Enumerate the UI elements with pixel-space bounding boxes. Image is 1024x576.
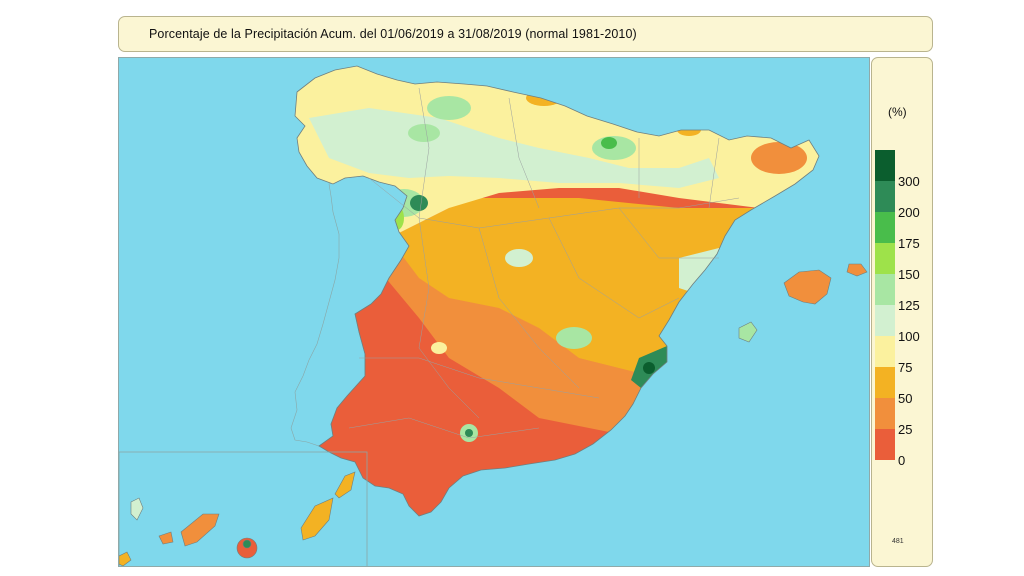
canary-islands: [119, 471, 356, 566]
legend-label: 150: [898, 267, 920, 282]
legend-swatch: [875, 212, 895, 243]
legend-label: 75: [898, 360, 913, 375]
menorca: [846, 263, 868, 277]
legend-label: 200: [898, 205, 920, 220]
legend-unit: (%): [888, 105, 907, 119]
legend-label: 0: [898, 453, 906, 468]
legend-swatch: [875, 274, 895, 305]
map-title-box: Porcentaje de la Precipitación Acum. del…: [118, 16, 933, 52]
legend-label: 50: [898, 391, 913, 406]
legend-swatch: [875, 181, 895, 212]
province-boundaries: [348, 87, 740, 439]
ibiza: [738, 321, 758, 343]
precipitation-map: [119, 58, 869, 566]
legend-swatch: [875, 429, 895, 460]
canary-inset-frame: [119, 451, 368, 566]
legend-swatch: [875, 336, 895, 367]
legend-label: 175: [898, 236, 920, 251]
legend-swatch: [875, 305, 895, 336]
spain-outline: [294, 65, 820, 517]
legend-label: 25: [898, 422, 913, 437]
legend-code: 481: [892, 538, 904, 545]
legend-swatch: [875, 367, 895, 398]
legend-swatch: [875, 243, 895, 274]
legend-swatch: [875, 150, 895, 181]
legend-label: 300: [898, 174, 920, 189]
mallorca: [783, 269, 832, 305]
legend-label: 125: [898, 298, 920, 313]
legend-panel: (%) 300 200 175 150 125 100 75 50 25 0 481: [871, 57, 933, 567]
legend-label: 100: [898, 329, 920, 344]
legend-swatch: [875, 398, 895, 429]
map-title: Porcentaje de la Precipitación Acum. del…: [149, 27, 637, 41]
map-panel: [118, 57, 870, 567]
